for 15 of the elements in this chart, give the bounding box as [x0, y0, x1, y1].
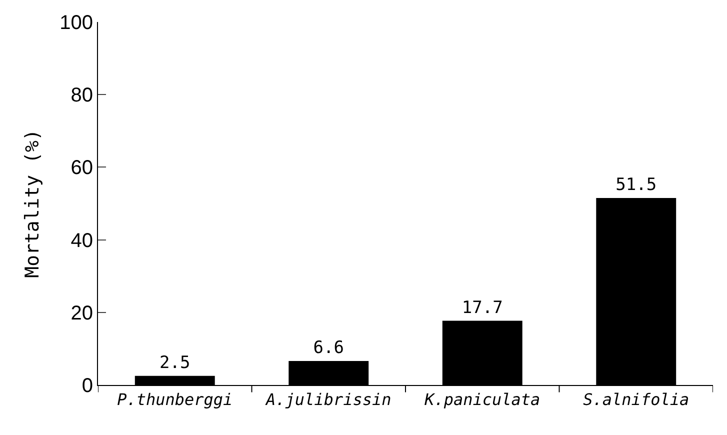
y-tick-label: 100 [60, 12, 93, 34]
data-label: 51.5 [616, 175, 657, 196]
x-tick-label: A.julibrissin [265, 390, 392, 410]
x-tick-label: P.thunberggi [117, 390, 233, 410]
data-label: 6.6 [313, 338, 344, 358]
x-tick-label: S.alnifolia [583, 390, 690, 410]
data-label: 2.5 [160, 352, 190, 373]
y-axis-title: Mortality (%) [21, 129, 44, 278]
y-tick-label: 80 [70, 84, 93, 107]
y-tick-label: 20 [70, 302, 93, 324]
y-tick-label: 40 [70, 230, 93, 252]
y-tick-label: 0 [82, 375, 93, 397]
data-label: 17.7 [462, 298, 503, 318]
x-tick-label: K.paniculata [424, 390, 540, 410]
y-tick-label: 60 [70, 157, 93, 180]
